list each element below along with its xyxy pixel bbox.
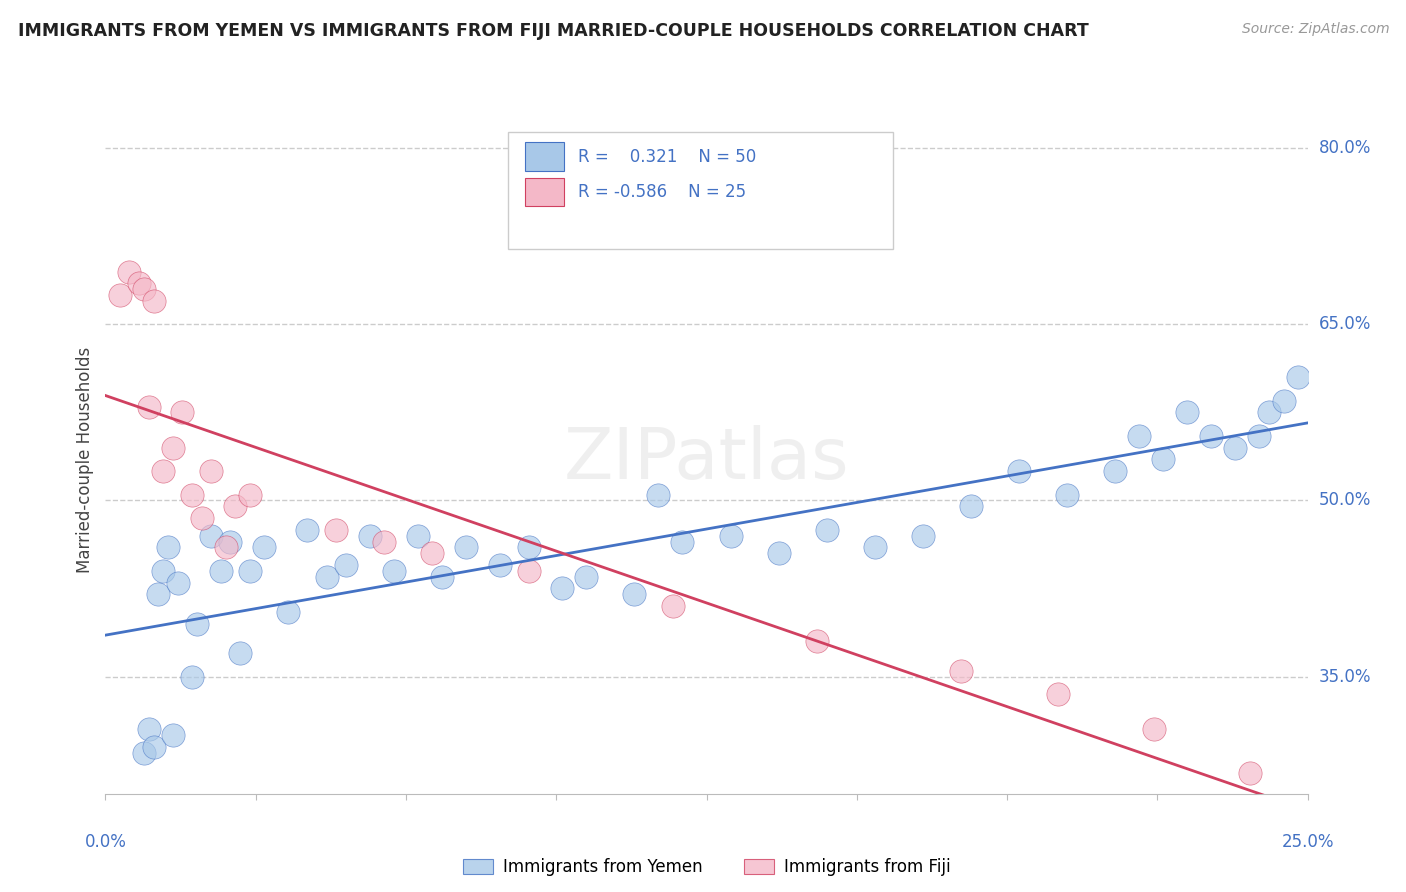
- Point: [1272, 393, 1295, 408]
- Point: [1249, 429, 1271, 443]
- Point: [662, 599, 685, 613]
- Text: R =    0.321    N = 50: R = 0.321 N = 50: [578, 147, 756, 166]
- Point: [863, 541, 886, 555]
- Point: [551, 582, 574, 596]
- Point: [671, 534, 693, 549]
- Point: [768, 546, 790, 560]
- Point: [148, 587, 170, 601]
- Legend: Immigrants from Yemen, Immigrants from Fiji: Immigrants from Yemen, Immigrants from F…: [456, 851, 957, 882]
- Point: [1008, 464, 1031, 478]
- Text: 35.0%: 35.0%: [1319, 667, 1371, 686]
- Point: [1258, 405, 1281, 419]
- Y-axis label: Married-couple Households: Married-couple Households: [76, 346, 94, 573]
- Point: [253, 541, 276, 555]
- Point: [950, 664, 973, 678]
- Point: [1128, 429, 1150, 443]
- Point: [454, 541, 477, 555]
- Point: [166, 575, 188, 590]
- Point: [229, 646, 252, 660]
- Point: [156, 541, 179, 555]
- Point: [277, 605, 299, 619]
- Point: [142, 293, 165, 308]
- Point: [960, 500, 983, 514]
- Point: [720, 529, 742, 543]
- Point: [190, 511, 212, 525]
- Text: 65.0%: 65.0%: [1319, 316, 1371, 334]
- Text: 50.0%: 50.0%: [1319, 491, 1371, 509]
- Point: [132, 746, 155, 760]
- Text: IMMIGRANTS FROM YEMEN VS IMMIGRANTS FROM FIJI MARRIED-COUPLE HOUSEHOLDS CORRELAT: IMMIGRANTS FROM YEMEN VS IMMIGRANTS FROM…: [18, 22, 1090, 40]
- Point: [359, 529, 381, 543]
- Point: [1152, 452, 1174, 467]
- Point: [200, 529, 222, 543]
- Point: [181, 669, 204, 683]
- Point: [1175, 405, 1198, 419]
- Point: [335, 558, 357, 572]
- Point: [1286, 370, 1309, 384]
- Point: [142, 739, 165, 754]
- Point: [128, 277, 150, 291]
- Point: [152, 564, 174, 578]
- Point: [517, 541, 540, 555]
- Point: [488, 558, 510, 572]
- Point: [806, 634, 828, 648]
- Text: Source: ZipAtlas.com: Source: ZipAtlas.com: [1241, 22, 1389, 37]
- Point: [1046, 687, 1069, 701]
- Point: [181, 487, 204, 501]
- Point: [108, 288, 131, 302]
- Point: [1201, 429, 1223, 443]
- Point: [517, 564, 540, 578]
- Point: [162, 441, 184, 455]
- Text: ZIPatlas: ZIPatlas: [564, 425, 849, 494]
- Point: [815, 523, 838, 537]
- Point: [623, 587, 645, 601]
- Point: [406, 529, 429, 543]
- Point: [647, 487, 669, 501]
- Point: [138, 723, 160, 737]
- Point: [132, 282, 155, 296]
- Point: [162, 728, 184, 742]
- Text: 25.0%: 25.0%: [1281, 833, 1334, 851]
- Point: [575, 570, 598, 584]
- Point: [239, 487, 262, 501]
- Point: [911, 529, 934, 543]
- Point: [200, 464, 222, 478]
- Point: [1239, 765, 1261, 780]
- Point: [186, 616, 208, 631]
- Point: [152, 464, 174, 478]
- Point: [118, 264, 141, 278]
- Point: [297, 523, 319, 537]
- Point: [373, 534, 395, 549]
- Point: [430, 570, 453, 584]
- Text: 80.0%: 80.0%: [1319, 139, 1371, 157]
- Point: [239, 564, 262, 578]
- Point: [172, 405, 194, 419]
- Point: [1056, 487, 1078, 501]
- Point: [325, 523, 347, 537]
- Point: [1143, 723, 1166, 737]
- Point: [382, 564, 405, 578]
- Point: [224, 500, 246, 514]
- Point: [422, 546, 444, 560]
- Point: [1225, 441, 1247, 455]
- Text: R = -0.586    N = 25: R = -0.586 N = 25: [578, 183, 747, 202]
- Point: [219, 534, 242, 549]
- Point: [1104, 464, 1126, 478]
- Point: [214, 541, 236, 555]
- Point: [209, 564, 232, 578]
- Point: [315, 570, 337, 584]
- Point: [138, 400, 160, 414]
- Text: 0.0%: 0.0%: [84, 833, 127, 851]
